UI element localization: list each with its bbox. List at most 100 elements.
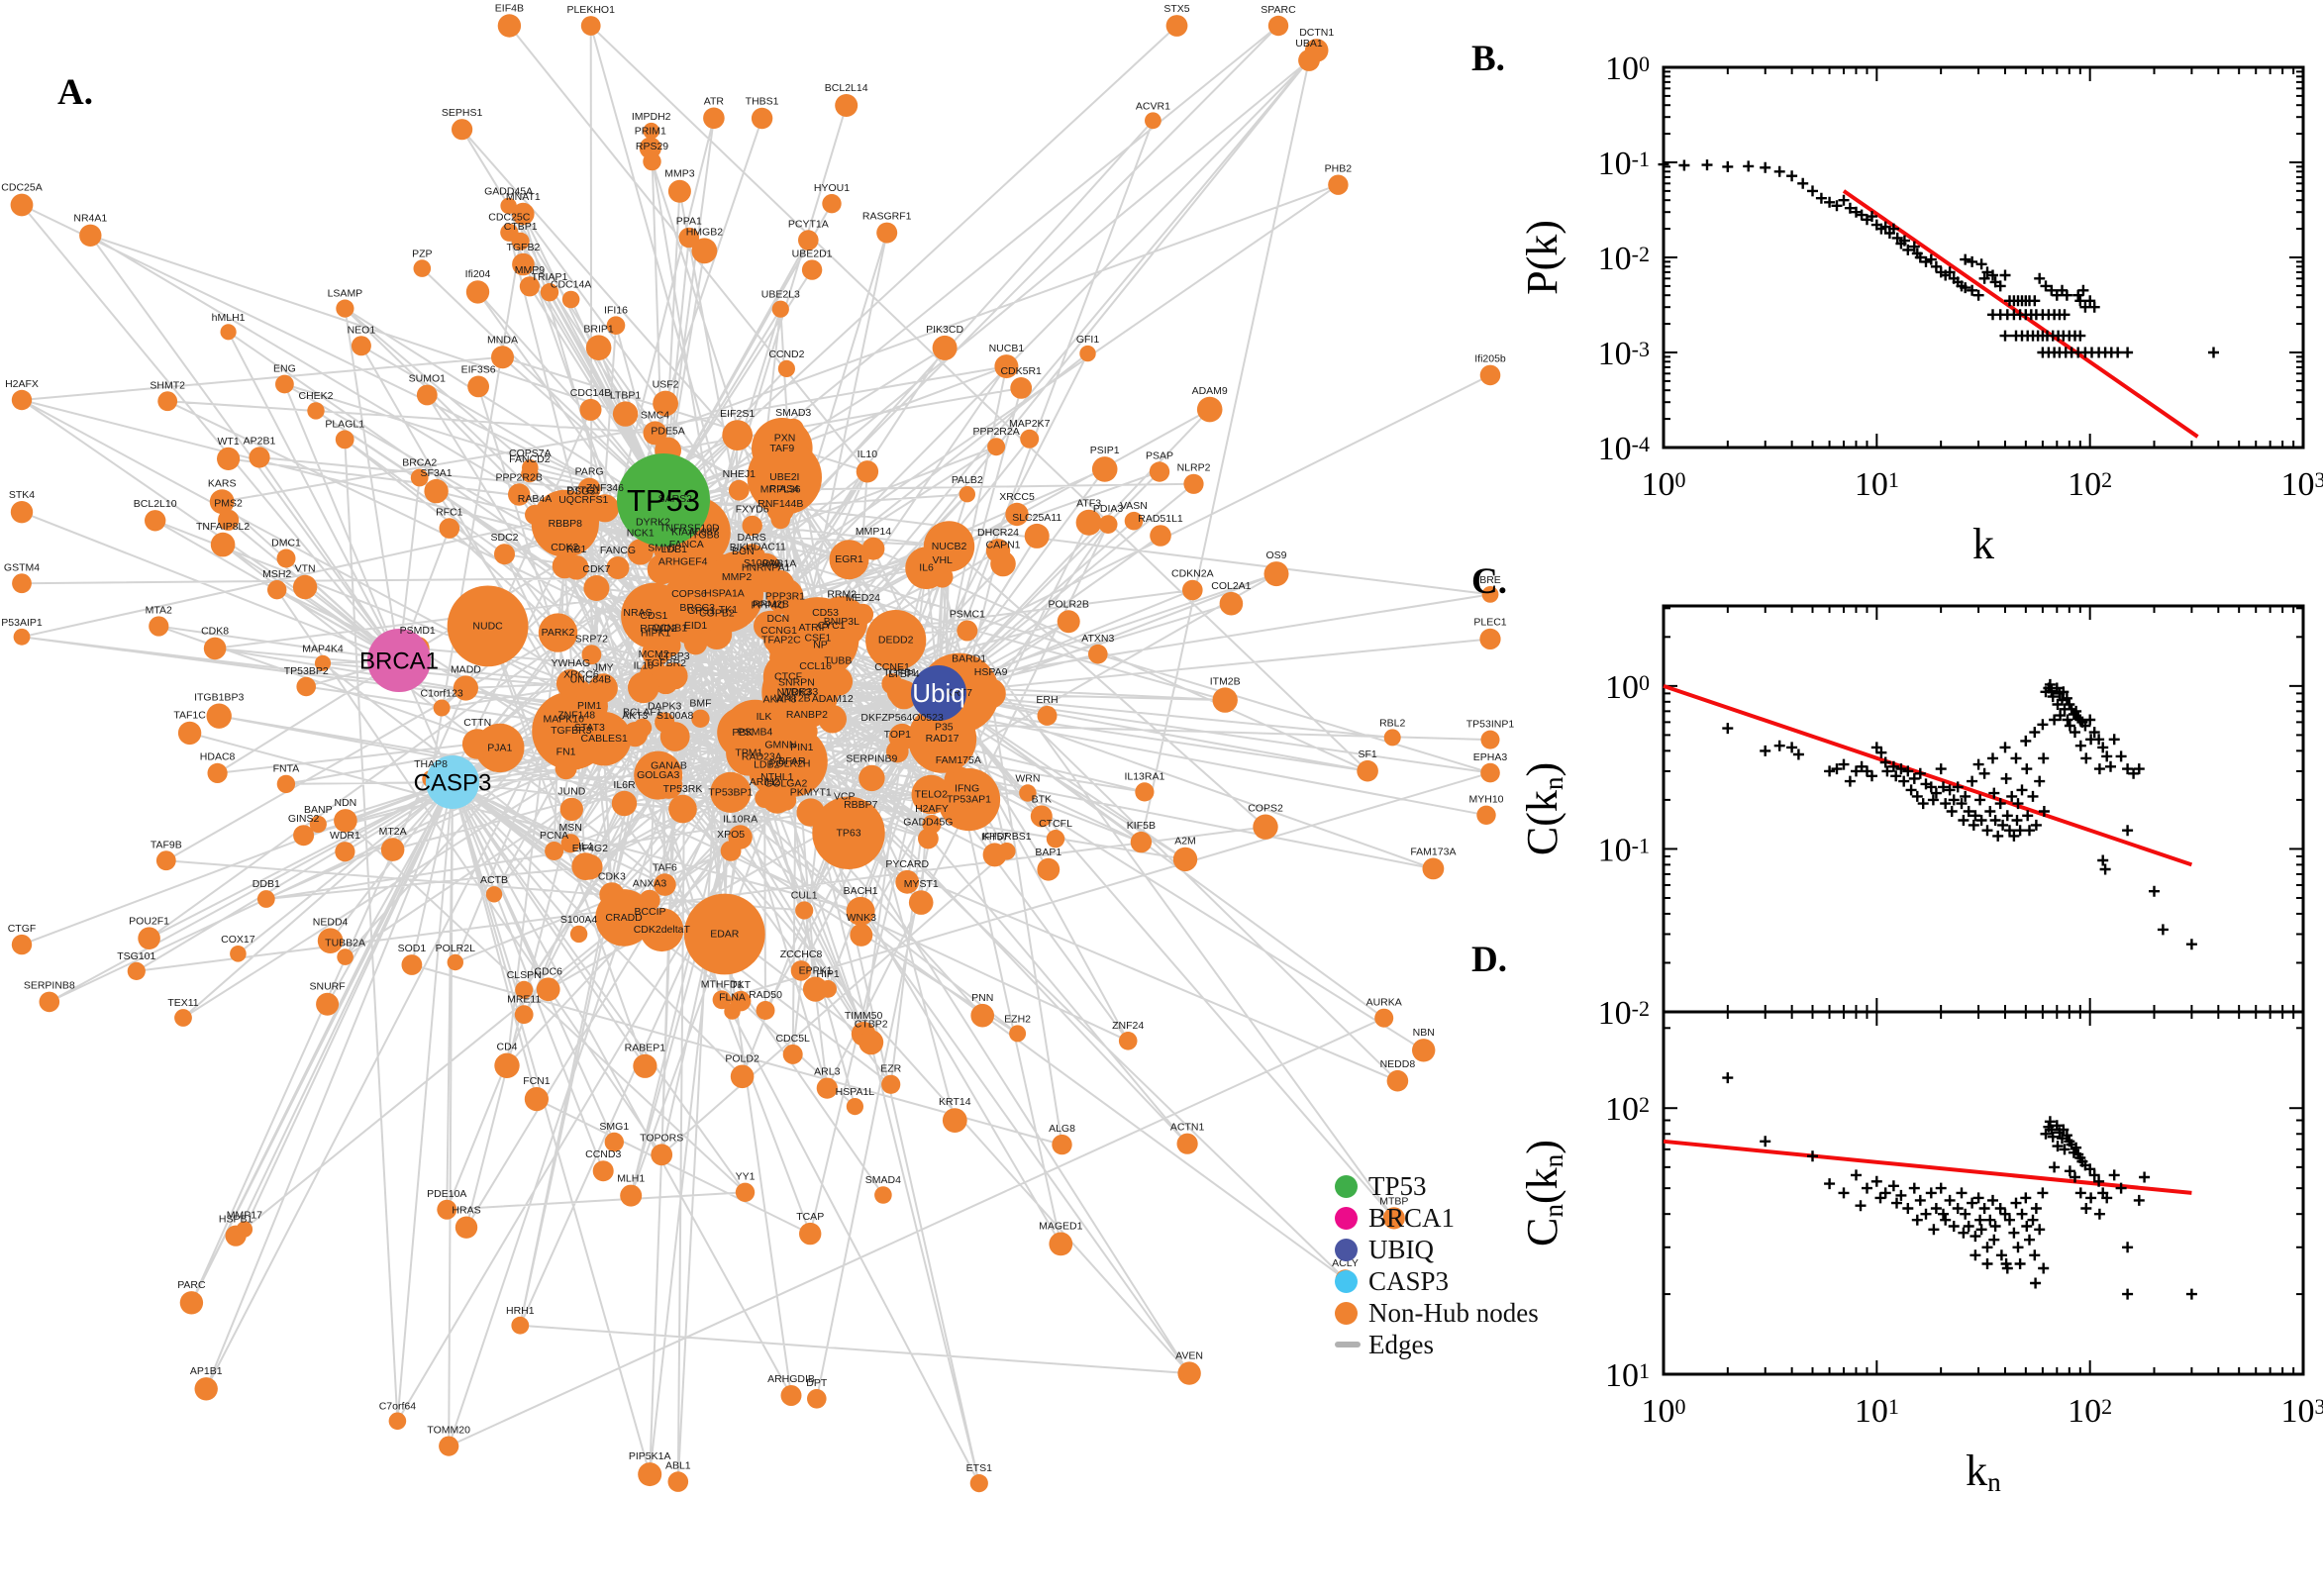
gene-node	[561, 290, 580, 309]
gene-node-label: MNAT1	[506, 191, 541, 203]
gene-node-label: CTBP2	[855, 1018, 888, 1030]
gene-node-label: IL18	[634, 660, 655, 672]
gene-node-label: ARIH2	[750, 776, 780, 788]
gene-node	[439, 518, 460, 539]
gene-node	[267, 580, 287, 600]
gene-node-label: TELO2	[915, 789, 948, 801]
gene-node-label: WNK3	[847, 912, 876, 924]
hub-node-tp53	[617, 453, 710, 547]
gene-node-label: IL6R	[613, 779, 636, 791]
gene-node-label: BRCA2	[402, 457, 437, 469]
gene-node	[1176, 1133, 1198, 1154]
gene-node-label: A2M	[1174, 836, 1196, 848]
hub-node-casp3	[426, 755, 479, 809]
gene-node	[895, 869, 920, 894]
gene-node	[846, 896, 875, 926]
gene-node-label: ZNF24	[1112, 1020, 1144, 1032]
gene-node-label: CDKN2A	[1171, 568, 1214, 580]
gene-node-label: ACLY	[1332, 1257, 1359, 1269]
gene-node-label: DCTN1	[1299, 27, 1334, 39]
gene-node-label: TAF6	[653, 861, 677, 873]
legend-label: UBIQ	[1368, 1234, 1434, 1264]
gene-node	[724, 1003, 741, 1020]
y-tick-labels: 102 101	[1605, 1091, 1650, 1394]
gene-node-label: PMS2	[214, 498, 243, 510]
gene-node-label: AKAP8	[763, 693, 797, 705]
gene-node-label: RAD23A	[742, 751, 782, 763]
svg-text:103: 103	[2281, 466, 2323, 503]
gene-node-label: MTHFD1	[701, 978, 744, 990]
gene-node-label: TGFB1	[883, 667, 917, 679]
gene-node-label: NUDC	[472, 620, 503, 632]
gene-node-label: DPT	[806, 1377, 828, 1389]
node-swatch-icon	[1335, 1206, 1358, 1230]
gene-node-label: CDK3	[598, 870, 626, 882]
gene-node	[798, 230, 819, 250]
gene-node	[653, 390, 678, 417]
gene-node	[643, 122, 659, 140]
gene-node	[667, 1471, 689, 1492]
gene-node-label: MADD	[451, 663, 481, 675]
gene-node-label: PDE10A	[427, 1188, 466, 1200]
gene-node-label: ERH	[1036, 694, 1058, 706]
gene-node	[668, 794, 697, 824]
gene-node	[416, 384, 438, 406]
gene-node	[454, 1216, 478, 1239]
gene-node-label: CCNG1	[760, 625, 797, 637]
gene-node-label: SLC25A11	[1012, 512, 1061, 524]
gene-node-label: ABL1	[665, 1459, 691, 1471]
gene-node-label: TGFB2	[506, 242, 540, 253]
y-axis-label: P(k)	[1518, 220, 1566, 295]
gene-node-label: FANCA	[669, 539, 704, 550]
gene-node	[540, 283, 559, 302]
gene-node-label: NLRP2	[1177, 462, 1211, 474]
gene-node-label: NTRK3	[777, 686, 812, 698]
gene-node-label: SEPHS1	[442, 107, 483, 119]
gene-node	[11, 934, 33, 955]
gene-node-label: IFNG	[955, 782, 979, 794]
gene-node	[730, 1064, 755, 1089]
gene-node-label: NEO1	[348, 324, 376, 336]
gene-node	[292, 574, 318, 600]
gene-node-label: ENG	[273, 363, 296, 375]
gene-node-label: FANCG	[600, 545, 636, 556]
gene-node	[942, 1108, 967, 1133]
gene-node-label: STAT3	[574, 722, 605, 734]
gene-node-label: ILK	[757, 711, 772, 723]
gene-node	[1037, 857, 1060, 881]
gene-node	[314, 654, 332, 671]
gene-node	[728, 552, 748, 573]
gene-node	[512, 202, 535, 226]
gene-node	[791, 752, 813, 774]
gene-node	[567, 505, 599, 538]
gene-node	[538, 613, 578, 652]
gene-node-label: DARS	[738, 532, 766, 544]
gene-node	[865, 610, 927, 671]
gene-node	[249, 447, 270, 468]
panel-label-b: B.	[1471, 39, 1505, 79]
legend-label: TP53	[1368, 1170, 1427, 1201]
gene-node-label: BAP1	[1035, 847, 1061, 858]
gene-node	[1019, 784, 1037, 802]
svg-text:10-1: 10-1	[1598, 146, 1650, 182]
gene-node-label: TP53RK	[663, 783, 703, 795]
gene-node	[782, 418, 804, 441]
gene-node	[728, 479, 750, 501]
gene-node	[236, 1221, 253, 1238]
gene-node-label: CYC1	[818, 620, 846, 632]
gene-node	[203, 637, 227, 660]
gene-node-label: CDK7	[582, 563, 610, 575]
gene-node-label: GADD45A	[484, 186, 533, 198]
gene-node-label: TP53BP1	[708, 786, 753, 798]
gene-node-label: KARS	[208, 477, 237, 489]
plot-frame	[1662, 604, 2305, 1014]
gene-node	[846, 1098, 864, 1116]
gene-node	[335, 430, 354, 449]
gene-node	[1412, 1039, 1436, 1062]
gene-node	[606, 556, 630, 579]
gene-node-label: EIF2S1	[720, 408, 755, 420]
gene-node	[994, 354, 1019, 379]
gene-node	[807, 1389, 827, 1409]
gene-node-label: DEDD2	[878, 635, 914, 647]
gene-node-label: TAF9B	[151, 839, 182, 850]
